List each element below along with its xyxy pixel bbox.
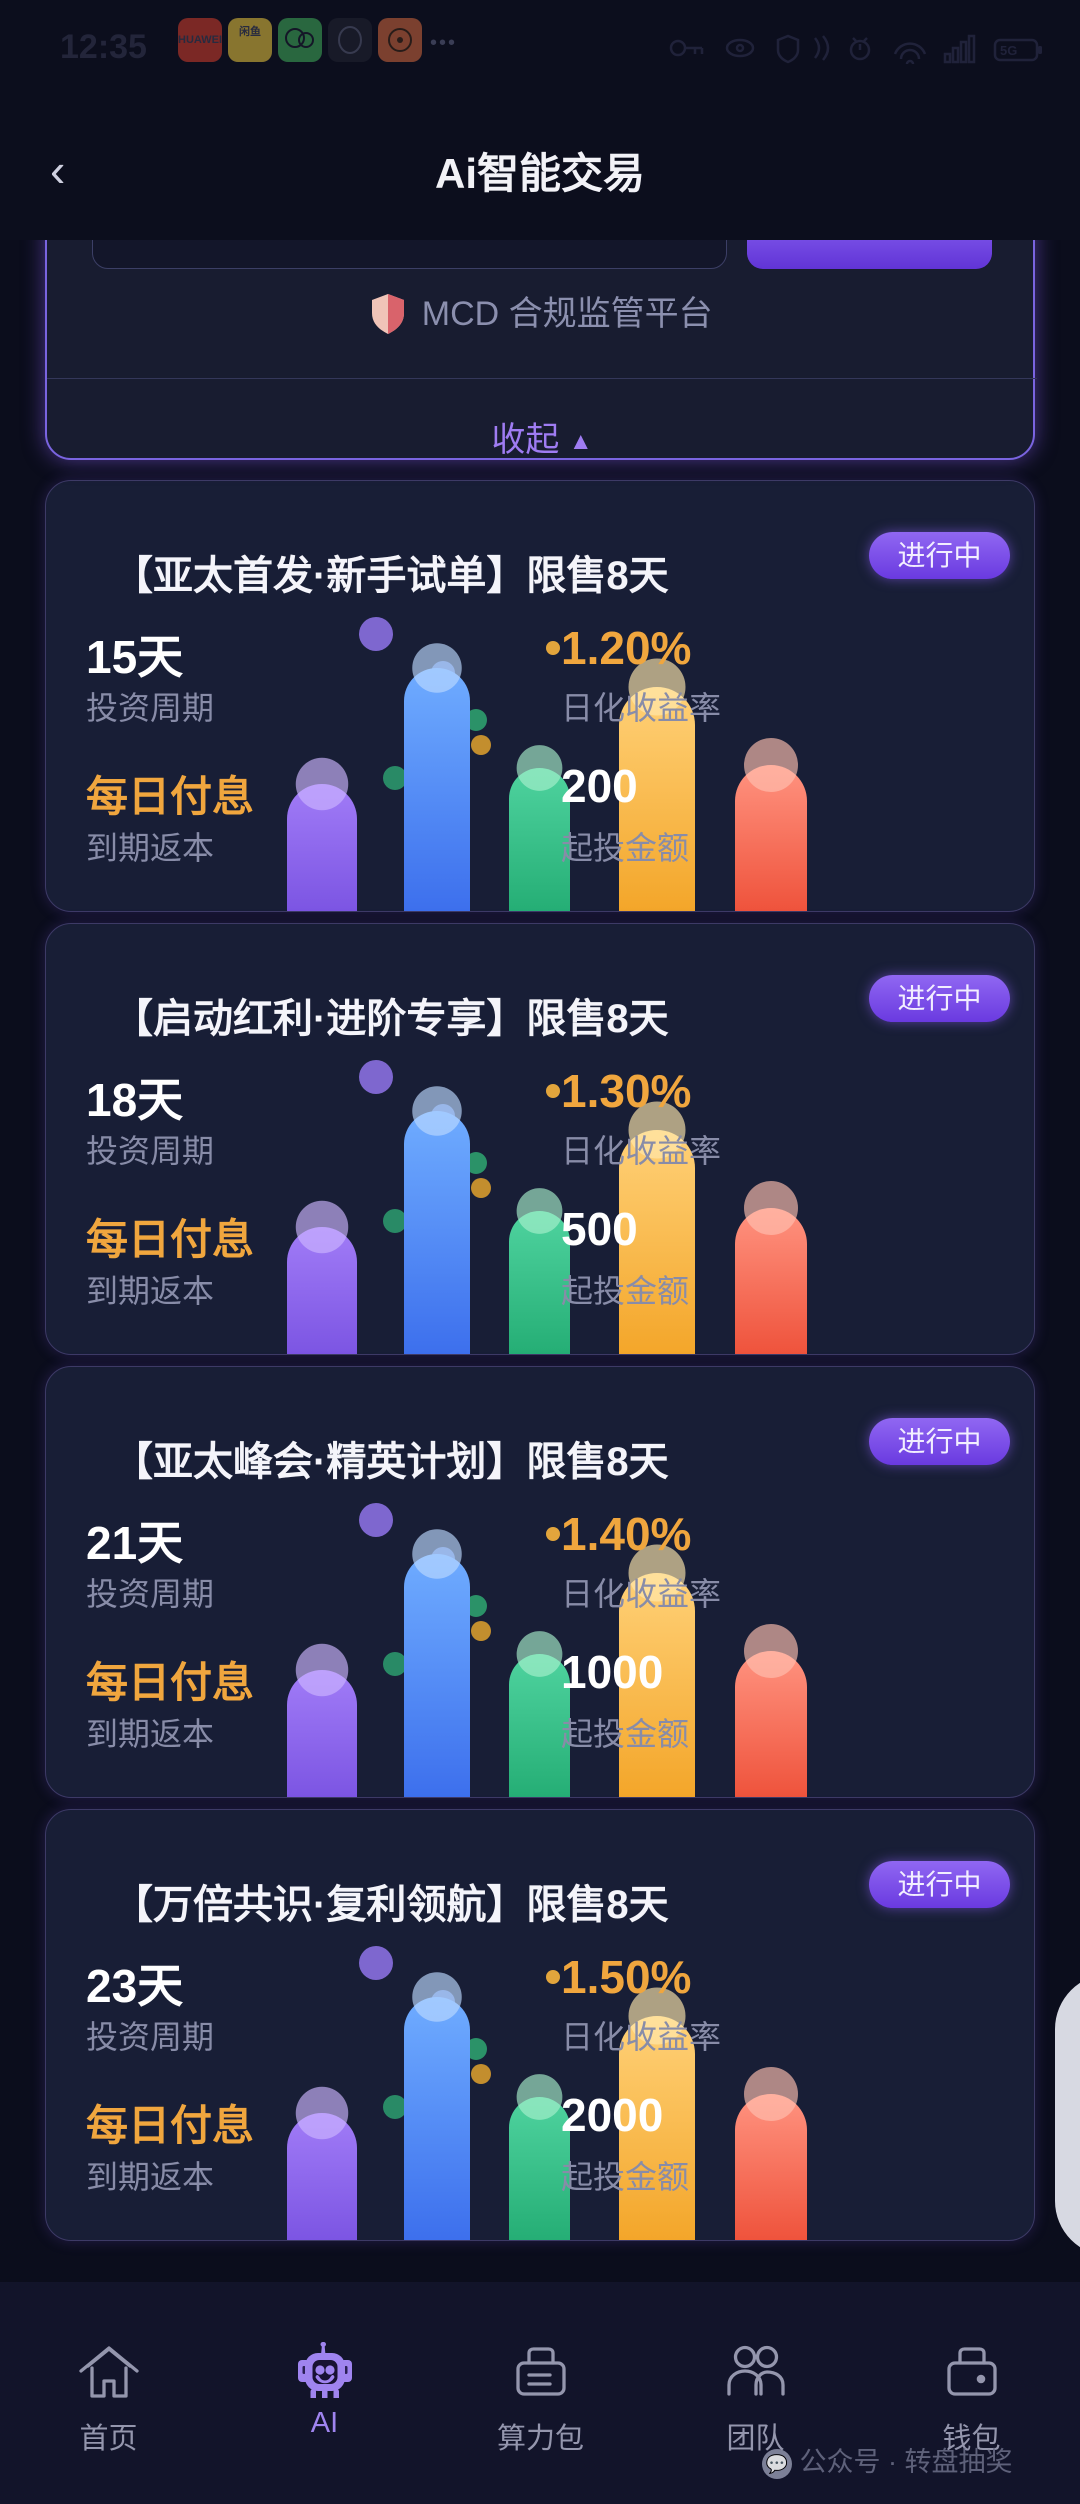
svg-text:5G: 5G (1000, 43, 1017, 58)
